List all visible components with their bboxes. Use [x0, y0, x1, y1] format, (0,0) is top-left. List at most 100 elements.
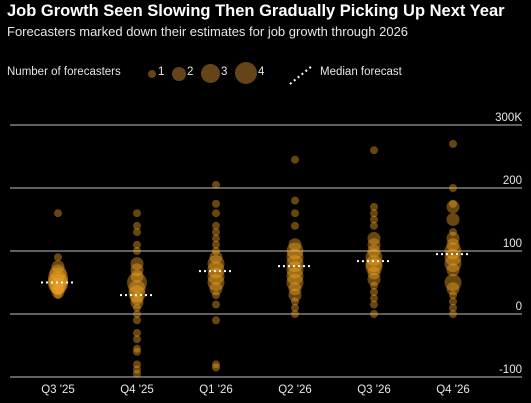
forecast-bubble — [370, 310, 378, 318]
y-tick-label: 200 — [503, 175, 522, 187]
x-tick-label: Q2 '26 — [278, 384, 312, 396]
x-tick-label: Q3 '26 — [357, 384, 391, 396]
forecast-bubble — [449, 199, 457, 208]
y-tick-label: 100 — [503, 238, 522, 250]
forecast-bubble — [54, 291, 62, 300]
forecast-bubble — [446, 263, 460, 277]
forecast-bubble — [449, 291, 457, 300]
forecast-bubble — [133, 221, 141, 230]
forecast-bubble — [212, 291, 220, 300]
forecast-bubble — [207, 274, 225, 291]
forecast-bubble — [370, 294, 378, 303]
forecast-bubble — [367, 238, 381, 252]
forecast-bubble — [446, 282, 460, 296]
x-tick-label: Q1 '26 — [199, 384, 233, 396]
legend-bubble-1 — [148, 70, 156, 78]
forecast-bubble — [449, 310, 457, 318]
forecast-bubble — [212, 360, 220, 369]
forecast-bubble — [212, 300, 220, 309]
forecast-bubble — [286, 274, 304, 291]
chart-title: Job Growth Seen Slowing Then Gradually P… — [7, 2, 505, 20]
forecast-bubble — [133, 335, 141, 344]
forecast-bubble — [48, 271, 68, 292]
forecast-bubble — [367, 231, 381, 245]
forecast-bubble — [130, 269, 144, 283]
forecast-bubble — [212, 316, 220, 325]
forecast-bubble — [446, 200, 460, 214]
forecast-bubble — [130, 257, 144, 271]
forecast-bubble — [286, 267, 304, 285]
forecast-bubble — [288, 288, 302, 302]
forecast-bubble — [444, 255, 462, 273]
forecast-bubble — [367, 266, 381, 280]
y-tick-label: -100 — [499, 364, 522, 376]
forecast-bubble — [212, 209, 220, 218]
forecast-bubble — [370, 146, 378, 155]
forecast-bubble — [370, 202, 378, 211]
forecast-bubble — [288, 282, 302, 296]
legend-median-label: Median forecast — [320, 66, 402, 78]
forecast-bubble — [365, 258, 383, 276]
forecast-bubble — [365, 255, 383, 273]
forecast-bubble — [127, 272, 147, 293]
forecast-bubble — [370, 209, 378, 218]
forecast-bubble — [367, 272, 381, 286]
forecast-bubble — [133, 316, 141, 325]
forecast-bubble — [370, 287, 378, 296]
forecast-bubble — [212, 234, 220, 243]
forecast-bubble — [367, 244, 381, 258]
forecast-bubble — [212, 363, 220, 372]
forecast-bubble — [446, 238, 460, 252]
forecast-bubble — [449, 228, 457, 237]
forecast-bubble — [449, 303, 457, 312]
x-tick-label: Q4 '26 — [436, 384, 470, 396]
forecast-bubble — [54, 209, 62, 218]
forecast-bubble — [130, 296, 144, 310]
forecast-bubble — [446, 231, 460, 245]
forecast-bubble — [444, 248, 462, 266]
forecast-bubble — [209, 282, 223, 296]
forecast-bubble — [133, 303, 141, 312]
forecast-bubble — [133, 344, 141, 353]
legend-bubble-2 — [172, 67, 186, 81]
forecast-bubble — [51, 285, 65, 299]
forecast-bubble — [207, 255, 225, 273]
forecast-bubble — [370, 300, 378, 309]
forecast-bubble — [130, 263, 144, 277]
forecast-bubble — [370, 221, 378, 230]
forecast-bubble — [449, 297, 457, 306]
forecast-bubble — [51, 260, 65, 274]
forecast-bubble — [444, 242, 462, 260]
forecast-bubble — [291, 303, 299, 312]
forecast-bubble — [133, 369, 141, 378]
forecast-bubble — [444, 274, 462, 291]
forecast-bubble — [286, 242, 304, 260]
forecast-bubble — [212, 228, 220, 237]
forecast-bubble — [212, 240, 220, 249]
forecast-bubble — [212, 247, 220, 255]
forecast-bubble — [133, 328, 141, 337]
forecast-bubble — [49, 264, 67, 282]
x-tick-label: Q3 '25 — [41, 384, 75, 396]
forecast-bubble — [133, 347, 141, 356]
forecast-bubble — [212, 221, 220, 230]
forecast-bubble — [133, 310, 141, 318]
forecast-bubble — [291, 221, 299, 230]
forecast-bubble — [51, 282, 65, 296]
forecast-bubble — [212, 199, 220, 208]
forecast-bubble — [291, 196, 299, 205]
forecast-bubble — [128, 280, 146, 298]
forecast-bubble — [48, 273, 68, 294]
legend-size-1: 1 — [158, 66, 165, 78]
forecast-bubble — [291, 310, 299, 318]
forecast-bubble — [133, 365, 141, 374]
legend-size-2: 2 — [187, 66, 194, 78]
forecast-bubble — [133, 360, 141, 369]
forecast-bubble — [449, 184, 457, 192]
forecast-bubble — [446, 213, 460, 226]
forecast-bubble — [133, 209, 141, 218]
forecast-bubble — [291, 155, 299, 164]
forecast-bubble — [370, 215, 378, 224]
forecast-bubble — [133, 247, 141, 255]
